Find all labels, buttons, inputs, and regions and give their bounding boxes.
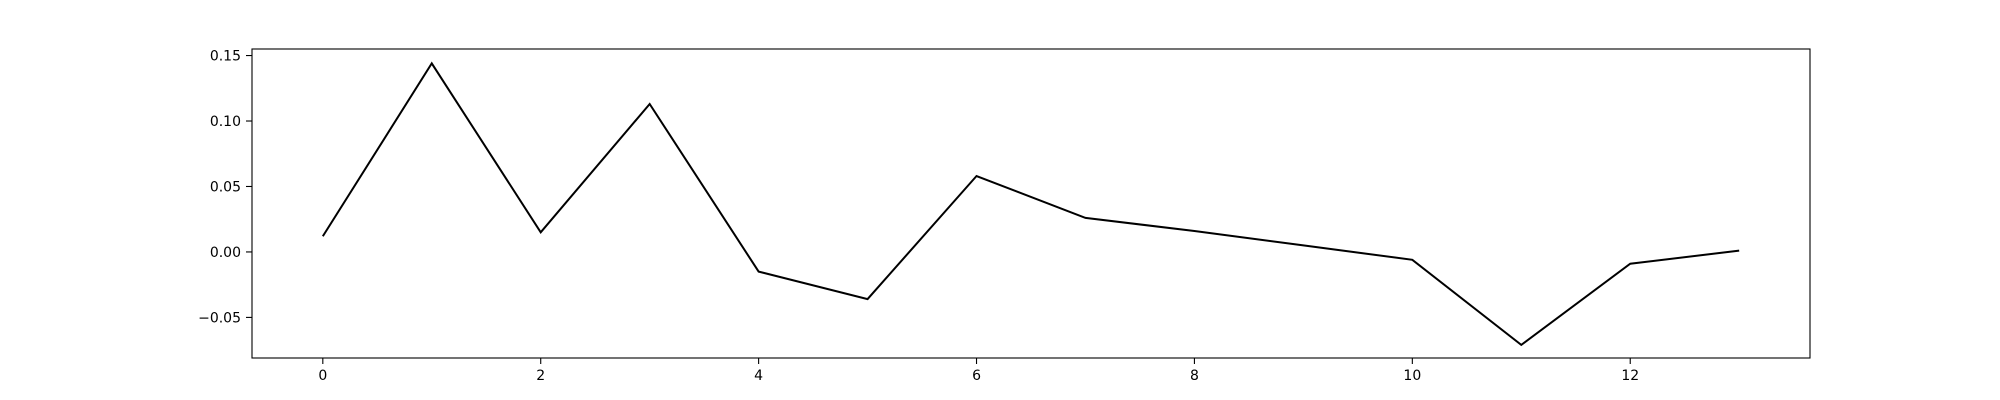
y-tick-label: 0.15 bbox=[210, 49, 241, 65]
y-tick-label: −0.05 bbox=[198, 310, 241, 326]
x-axis: 0 2 4 6 8 10 12 bbox=[318, 358, 1639, 384]
x-tick-label: 8 bbox=[1190, 368, 1199, 384]
x-tick-label: 2 bbox=[536, 368, 545, 384]
x-tick-label: 10 bbox=[1403, 368, 1421, 384]
y-tick-label: 0.00 bbox=[210, 245, 241, 261]
y-axis: −0.05 0.00 0.05 0.10 0.15 bbox=[198, 49, 252, 326]
series-layer bbox=[321, 61, 1740, 347]
y-tick-label: 0.10 bbox=[210, 114, 241, 130]
x-tick-label: 0 bbox=[318, 368, 327, 384]
x-tick-label: 12 bbox=[1621, 368, 1639, 384]
x-tick-label: 4 bbox=[754, 368, 763, 384]
y-tick-label: 0.05 bbox=[210, 179, 241, 195]
plot-frame bbox=[251, 48, 1811, 359]
series-line-0 bbox=[321, 61, 1740, 347]
x-tick-label: 6 bbox=[972, 368, 981, 384]
